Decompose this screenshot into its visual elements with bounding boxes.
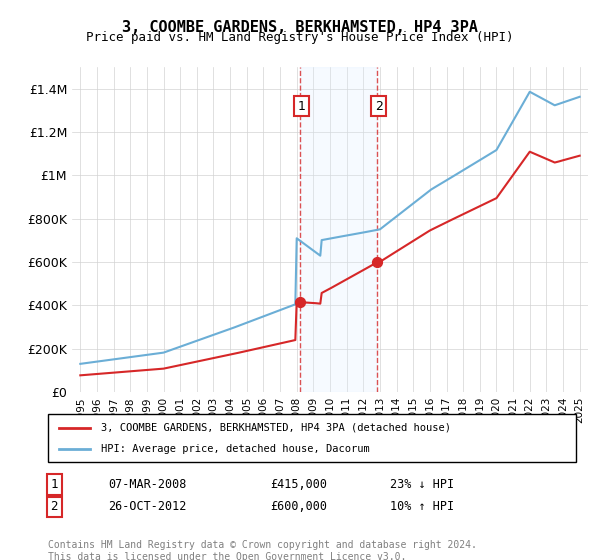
- FancyBboxPatch shape: [48, 414, 576, 462]
- Text: 2: 2: [374, 100, 383, 113]
- Text: 10% ↑ HPI: 10% ↑ HPI: [390, 500, 454, 514]
- Bar: [299, 67, 377, 392]
- Text: 07-MAR-2008: 07-MAR-2008: [108, 478, 187, 491]
- Text: 3, COOMBE GARDENS, BERKHAMSTED, HP4 3PA: 3, COOMBE GARDENS, BERKHAMSTED, HP4 3PA: [122, 20, 478, 35]
- Text: HPI: Average price, detached house, Dacorum: HPI: Average price, detached house, Daco…: [101, 444, 370, 454]
- Point: [295, 298, 304, 307]
- Text: 2: 2: [50, 500, 58, 514]
- Text: Contains HM Land Registry data © Crown copyright and database right 2024.
This d: Contains HM Land Registry data © Crown c…: [48, 540, 477, 560]
- Text: £415,000: £415,000: [270, 478, 327, 491]
- Text: 1: 1: [297, 100, 305, 113]
- Text: £600,000: £600,000: [270, 500, 327, 514]
- Text: Price paid vs. HM Land Registry's House Price Index (HPI): Price paid vs. HM Land Registry's House …: [86, 31, 514, 44]
- Point: [372, 258, 382, 267]
- Text: 26-OCT-2012: 26-OCT-2012: [108, 500, 187, 514]
- Text: 1: 1: [50, 478, 58, 491]
- Text: 3, COOMBE GARDENS, BERKHAMSTED, HP4 3PA (detached house): 3, COOMBE GARDENS, BERKHAMSTED, HP4 3PA …: [101, 423, 451, 433]
- Text: 23% ↓ HPI: 23% ↓ HPI: [390, 478, 454, 491]
